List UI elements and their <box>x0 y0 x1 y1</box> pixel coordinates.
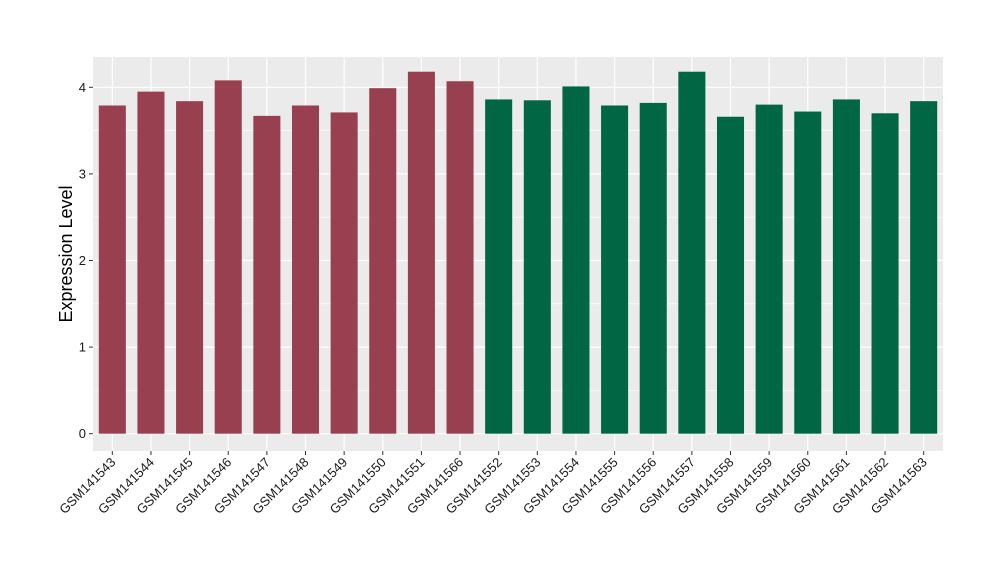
bar-GSM141554 <box>562 86 590 434</box>
bar-GSM141563 <box>910 101 938 434</box>
bar-GSM141562 <box>871 113 899 434</box>
bar-GSM141558 <box>716 116 745 434</box>
bar-GSM141560 <box>794 111 822 434</box>
y-tick-label: 1 <box>79 340 86 355</box>
bar-GSM141553 <box>523 100 551 434</box>
bar-GSM141552 <box>485 99 513 434</box>
x-axis: GSM141543GSM141544GSM141545GSM141546GSM1… <box>56 451 930 517</box>
bar-GSM141555 <box>601 105 629 434</box>
y-tick-label: 3 <box>79 166 86 181</box>
bar-GSM141566 <box>446 81 474 434</box>
y-tick-label: 2 <box>79 253 86 268</box>
y-axis: 0 1 2 3 4 <box>79 80 93 441</box>
bar-GSM141546 <box>214 80 242 434</box>
bar-GSM141550 <box>369 88 397 434</box>
bar-GSM141557 <box>678 71 706 434</box>
bar-GSM141549 <box>330 112 358 434</box>
bar-GSM141543 <box>98 105 126 434</box>
bar-GSM141551 <box>407 71 435 434</box>
y-tick-label: 4 <box>79 80 86 95</box>
bar-GSM141548 <box>291 105 320 434</box>
y-axis-title: Expression Level <box>56 185 76 322</box>
bar-GSM141556 <box>639 102 667 434</box>
bar-GSM141559 <box>755 104 783 434</box>
bar-GSM141547 <box>253 115 281 434</box>
bars <box>98 71 938 434</box>
y-tick-label: 0 <box>79 426 86 441</box>
bar-GSM141545 <box>176 101 204 434</box>
bar-GSM141561 <box>832 99 860 434</box>
bar-GSM141544 <box>137 91 165 434</box>
